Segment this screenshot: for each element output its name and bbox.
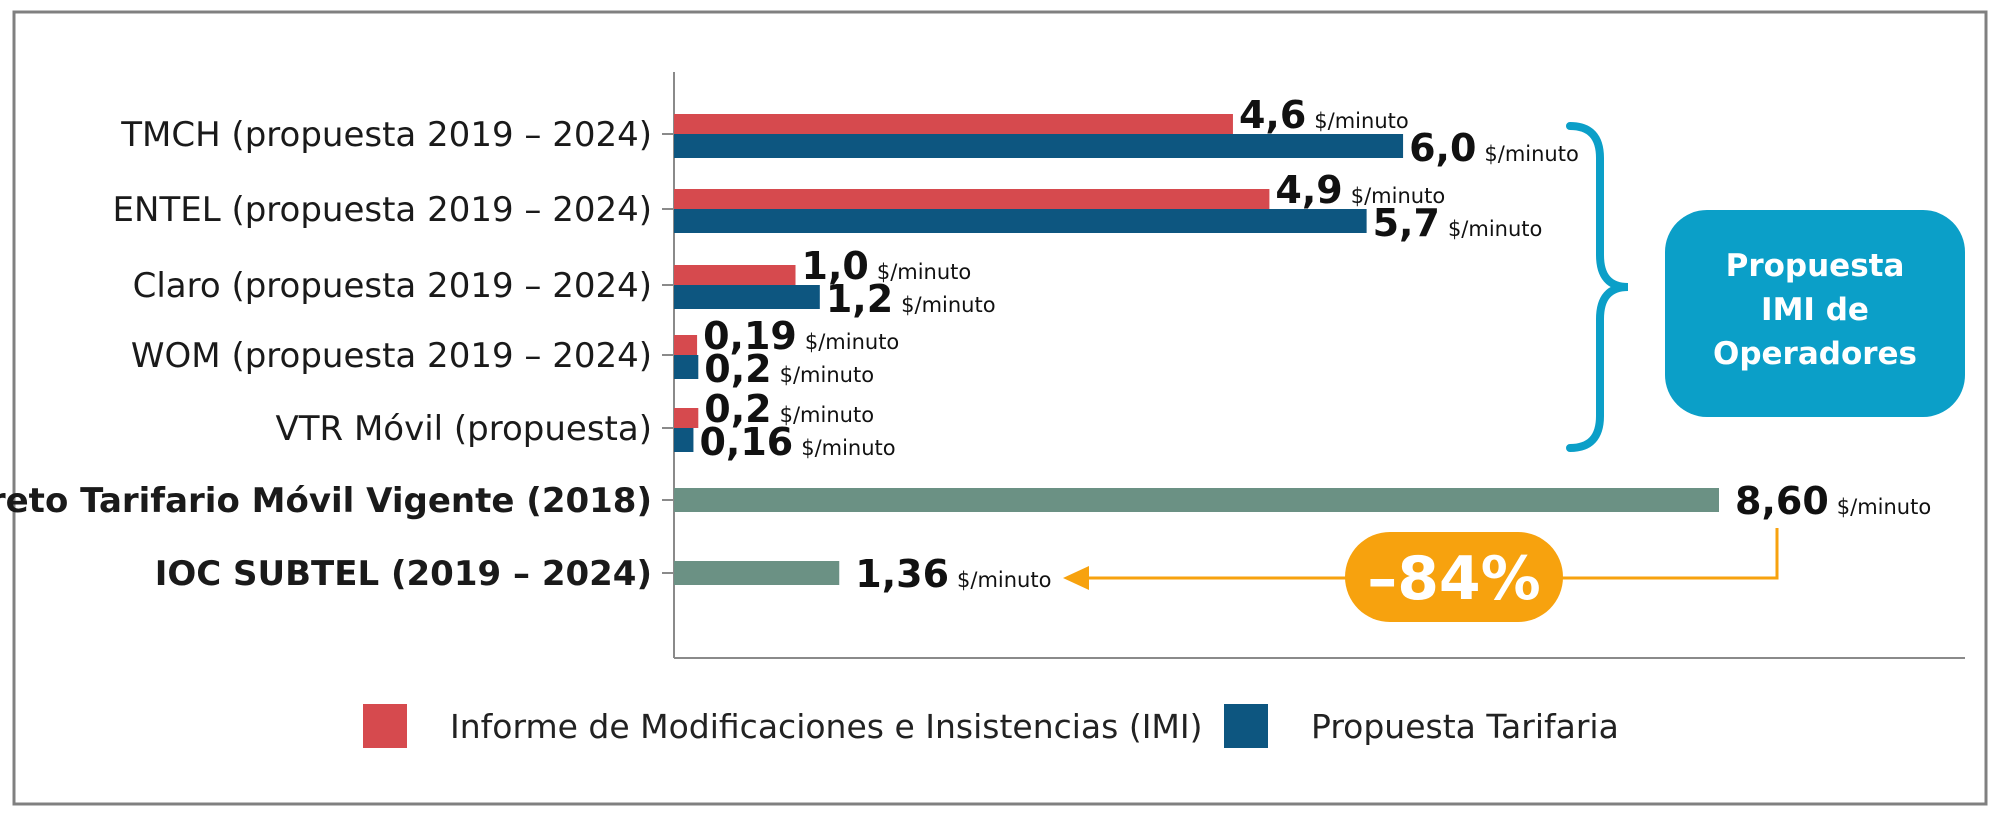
data-label: 0,2 $/minuto <box>704 347 874 391</box>
bar-propuesta <box>674 209 1367 233</box>
category-label: WOM (propuesta 2019 – 2024) <box>131 336 652 376</box>
legend: Informe de Modificaciones e Insistencias… <box>363 704 1619 748</box>
bar-reference <box>674 488 1719 512</box>
category-labels: TMCH (propuesta 2019 – 2024) ENTEL (propu… <box>0 115 652 594</box>
operators-callout-line: IMI de <box>1761 292 1869 328</box>
annotations: Propuesta IMI de Operadores –84% <box>1063 122 1965 622</box>
bar-propuesta <box>674 428 694 452</box>
reduction-badge-text: –84% <box>1367 544 1541 614</box>
operators-callout-box <box>1665 210 1965 417</box>
reduction-badge <box>1345 532 1563 622</box>
data-label: 6,0 $/minuto <box>1409 126 1579 170</box>
operators-brace <box>1566 122 1629 452</box>
bar-reference <box>674 561 840 585</box>
legend-label: Informe de Modificaciones e Insistencias… <box>450 707 1203 746</box>
bar-propuesta <box>674 285 820 309</box>
data-label: 4,6 $/minuto <box>1239 93 1409 137</box>
category-label: IOC SUBTEL (2019 – 2024) <box>155 554 652 594</box>
operators-callout-line: Operadores <box>1713 336 1917 372</box>
category-label: VTR Móvil (propuesta) <box>276 409 653 449</box>
category-label: Claro (propuesta 2019 – 2024) <box>133 266 652 306</box>
bar-imi <box>674 114 1233 134</box>
bar-propuesta <box>674 134 1404 158</box>
data-label: 8,60 $/minuto <box>1735 479 1931 523</box>
data-label: 5,7 $/minuto <box>1373 201 1543 245</box>
reduction-connector <box>1085 528 1779 580</box>
legend-swatch <box>363 704 407 748</box>
data-label: 1,36 $/minuto <box>855 552 1051 596</box>
category-label: TMCH (propuesta 2019 – 2024) <box>120 115 652 155</box>
data-label: 1,2 $/minuto <box>826 277 996 321</box>
bars <box>674 114 1719 585</box>
legend-swatch <box>1224 704 1268 748</box>
data-label: 0,2 $/minuto <box>704 387 874 431</box>
arrow-head-icon <box>1063 566 1089 590</box>
category-label: Decreto Tarifario Móvil Vigente (2018) <box>0 481 652 521</box>
data-label: 0,19 $/minuto <box>703 314 899 358</box>
category-label: ENTEL (propuesta 2019 – 2024) <box>113 190 652 230</box>
bar-imi <box>674 189 1270 209</box>
legend-label: Propuesta Tarifaria <box>1311 707 1619 746</box>
data-label: 4,9 $/minuto <box>1275 168 1445 212</box>
bar-imi <box>674 265 796 285</box>
bar-propuesta <box>674 355 699 379</box>
operators-callout-line: Propuesta <box>1726 248 1905 284</box>
data-label: 1,0 $/minuto <box>802 244 972 288</box>
bar-imi <box>674 335 698 355</box>
bar-imi <box>674 408 699 428</box>
data-label: 0,16 $/minuto <box>699 420 895 464</box>
